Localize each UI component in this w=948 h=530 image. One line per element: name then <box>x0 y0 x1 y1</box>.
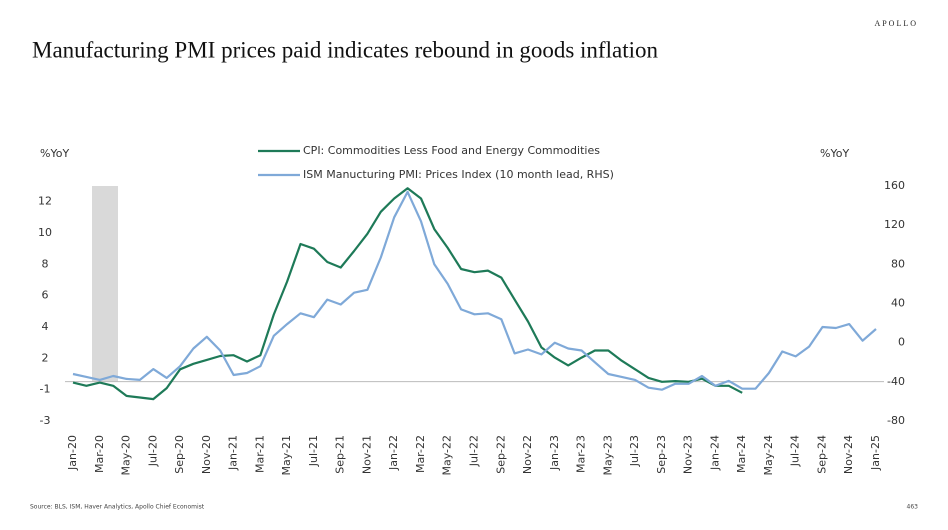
x-tick-label: Nov-24 <box>842 435 855 474</box>
x-tick-label: Mar-23 <box>575 435 588 473</box>
x-tick-label: Nov-22 <box>521 435 534 474</box>
x-tick-label: Jul-24 <box>789 435 802 467</box>
y-tick-label: -1 <box>40 383 51 396</box>
brand: APOLLO <box>874 19 918 28</box>
y2-axis-label: %YoY <box>820 147 849 160</box>
recession-shading <box>92 186 118 382</box>
page-number: 463 <box>907 504 919 511</box>
y-tick-label: 8 <box>42 257 49 270</box>
y2-tick-label: 0 <box>898 336 905 349</box>
x-tick-label: Sep-20 <box>173 435 186 474</box>
x-tick-label: Jan-20 <box>66 435 79 471</box>
y2-tick-label: -40 <box>887 375 905 388</box>
y-tick-label: 4 <box>42 320 49 333</box>
y2-tick-label: 80 <box>891 257 905 270</box>
x-tick-label: Sep-24 <box>815 435 828 474</box>
y2-tick-label: 160 <box>884 179 905 192</box>
x-tick-label: May-20 <box>120 435 133 476</box>
x-tick-label: Mar-21 <box>253 435 266 473</box>
y-axis-label: %YoY <box>40 147 69 160</box>
x-tick-label: Nov-23 <box>682 435 695 474</box>
y-tick-label: 10 <box>38 226 52 239</box>
y-tick-label: -3 <box>40 414 51 427</box>
chart-title: Manufacturing PMI prices paid indicates … <box>32 37 658 62</box>
y-tick-label: 12 <box>38 195 52 208</box>
x-tick-label: Nov-21 <box>360 435 373 474</box>
x-tick-label: May-21 <box>280 435 293 476</box>
x-tick-label: Jul-22 <box>468 435 481 467</box>
y2-tick-label: -80 <box>887 414 905 427</box>
series-line <box>72 187 743 401</box>
x-tick-label: Mar-24 <box>735 435 748 473</box>
x-tick-label: Mar-22 <box>414 435 427 473</box>
x-tick-label: Sep-22 <box>494 435 507 474</box>
legend-label: CPI: Commodities Less Food and Energy Co… <box>303 144 600 157</box>
x-tick-label: Mar-20 <box>93 435 106 473</box>
x-tick-label: May-22 <box>441 435 454 476</box>
x-tick-label: Sep-23 <box>655 435 668 474</box>
y2-tick-label: 120 <box>884 218 905 231</box>
x-tick-label: Jan-21 <box>227 435 240 471</box>
y2-tick-label: 40 <box>891 297 905 310</box>
x-tick-label: Nov-20 <box>200 435 213 474</box>
x-tick-label: Jul-21 <box>307 435 320 467</box>
series-line <box>72 190 877 391</box>
source-note: Source: BLS, ISM, Haver Analytics, Apoll… <box>30 504 205 511</box>
x-tick-label: Jul-23 <box>628 435 641 467</box>
legend-label: ISM Manucturing PMI: Prices Index (10 mo… <box>303 168 614 181</box>
x-tick-label: Jan-24 <box>708 435 721 471</box>
x-tick-label: May-23 <box>601 435 614 476</box>
y-tick-label: 2 <box>42 351 49 364</box>
x-tick-label: May-24 <box>762 435 775 476</box>
x-tick-label: Jan-22 <box>387 435 400 471</box>
x-tick-label: Jan-25 <box>869 435 882 471</box>
y-tick-label: 6 <box>42 289 49 302</box>
x-tick-label: Sep-21 <box>334 435 347 474</box>
x-tick-label: Jan-23 <box>548 435 561 471</box>
x-tick-label: Jul-20 <box>146 435 159 467</box>
